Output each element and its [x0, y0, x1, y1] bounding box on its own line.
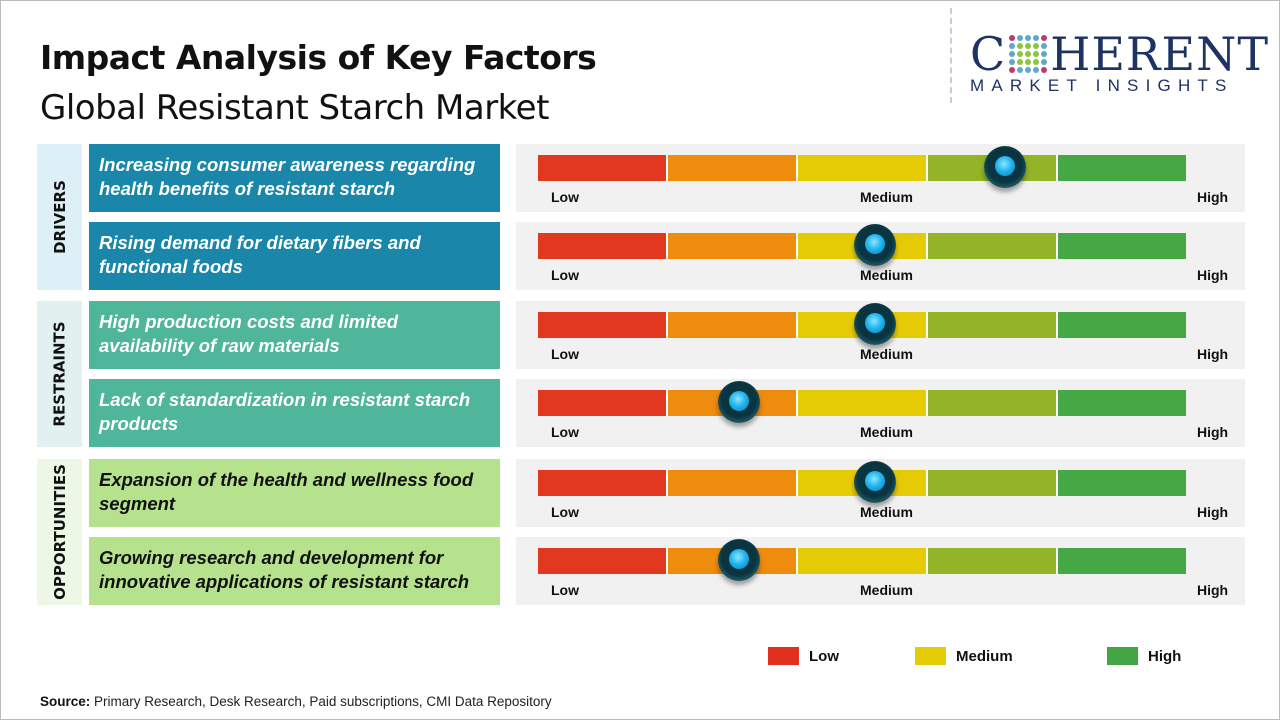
impact-gauge: Low Medium High — [516, 301, 1245, 369]
gauge-segment — [928, 390, 1058, 416]
gauge-label-medium: Medium — [860, 582, 913, 598]
gauge-segment — [928, 312, 1058, 338]
logo-subtext: MARKET INSIGHTS — [970, 76, 1234, 95]
gauge-label-low: Low — [551, 504, 579, 520]
gauge-label-high: High — [1197, 504, 1229, 520]
page-subtitle: Global Resistant Starch Market — [40, 88, 549, 128]
legend-high: High — [1107, 647, 1181, 665]
gauge-label-high: High — [1197, 346, 1229, 362]
gauge-bar — [538, 548, 1186, 574]
gauge-label-medium: Medium — [860, 267, 913, 283]
gauge-indicator-knob-icon — [853, 224, 896, 266]
gauge-segment — [928, 548, 1058, 574]
gauge-segment — [538, 233, 668, 259]
factor-box: Expansion of the health and wellness foo… — [89, 459, 500, 527]
gauge-segment — [538, 312, 668, 338]
impact-gauge: Low Medium High — [516, 459, 1245, 527]
factor-box: Growing research and development for inn… — [89, 537, 500, 605]
gauge-indicator-knob-icon — [717, 539, 760, 581]
gauge-segment — [538, 548, 668, 574]
gauge-segment — [668, 155, 798, 181]
gauge-label-medium: Medium — [860, 424, 913, 440]
section-label-text: DRIVERS — [50, 180, 69, 254]
gauge-label-high: High — [1197, 582, 1229, 598]
gauge-indicator-knob-icon — [853, 461, 896, 503]
gauge-segment — [1058, 390, 1186, 416]
legend-swatch-medium — [915, 647, 946, 665]
legend-label: Medium — [956, 647, 1013, 665]
impact-gauge: Low Medium High — [516, 537, 1245, 605]
factor-box: Lack of standardization in resistant sta… — [89, 379, 500, 447]
legend-label: Low — [809, 647, 839, 665]
gauge-label-high: High — [1197, 267, 1229, 283]
gauge-bar — [538, 155, 1186, 181]
gauge-segment — [928, 233, 1058, 259]
factor-box: Rising demand for dietary fibers and fun… — [89, 222, 500, 290]
gauge-indicator-knob-icon — [853, 303, 896, 345]
company-logo: C HERENT MARKET INSIGHTS — [970, 27, 1268, 96]
gauge-segment — [668, 470, 798, 496]
legend-medium: Medium — [915, 647, 1013, 665]
legend-swatch-high — [1107, 647, 1138, 665]
gauge-bar — [538, 390, 1186, 416]
page-title: Impact Analysis of Key Factors — [40, 38, 597, 77]
legend-low: Low — [768, 647, 839, 665]
section-label-restraints: RESTRAINTS — [37, 301, 82, 447]
section-label-text: RESTRAINTS — [50, 321, 69, 427]
gauge-segment — [928, 470, 1058, 496]
gauge-segment — [668, 312, 798, 338]
legend-label: High — [1148, 647, 1182, 665]
gauge-segment — [798, 548, 928, 574]
gauge-segment — [538, 155, 668, 181]
gauge-segment — [798, 155, 928, 181]
impact-gauge: Low Medium High — [516, 144, 1245, 212]
section-label-opportunities: OPPORTUNITIES — [37, 459, 82, 605]
legend-swatch-low — [768, 647, 799, 665]
gauge-indicator-knob-icon — [983, 146, 1026, 188]
gauge-segment — [798, 390, 928, 416]
gauge-segment — [538, 390, 668, 416]
gauge-segment — [1058, 470, 1186, 496]
factor-box: High production costs and limited availa… — [89, 301, 500, 369]
gauge-label-medium: Medium — [860, 189, 913, 205]
divider — [950, 8, 952, 103]
gauge-indicator-knob-icon — [717, 381, 760, 423]
gauge-segment — [538, 470, 668, 496]
impact-gauge: Low Medium High — [516, 379, 1245, 447]
source-note: Source: Primary Research, Desk Research,… — [40, 694, 552, 709]
gauge-segment — [668, 233, 798, 259]
section-label-drivers: DRIVERS — [37, 144, 82, 290]
source-label: Source: — [40, 694, 91, 709]
gauge-label-low: Low — [551, 424, 579, 440]
factor-box: Increasing consumer awareness regarding … — [89, 144, 500, 212]
gauge-label-low: Low — [551, 267, 579, 283]
impact-gauge: Low Medium High — [516, 222, 1245, 290]
gauge-label-low: Low — [551, 346, 579, 362]
gauge-segment — [1058, 548, 1186, 574]
section-label-text: OPPORTUNITIES — [50, 464, 69, 600]
gauge-label-low: Low — [551, 189, 579, 205]
gauge-label-low: Low — [551, 582, 579, 598]
logo-text-c: C — [970, 27, 1007, 81]
gauge-label-high: High — [1197, 189, 1229, 205]
gauge-segment — [1058, 312, 1186, 338]
source-text: Primary Research, Desk Research, Paid su… — [90, 694, 552, 709]
gauge-segment — [1058, 233, 1186, 259]
gauge-label-medium: Medium — [860, 504, 913, 520]
logo-text-herent: HERENT — [1050, 27, 1270, 81]
gauge-label-high: High — [1197, 424, 1229, 440]
gauge-bar — [538, 470, 1186, 496]
gauge-label-medium: Medium — [860, 346, 913, 362]
globe-icon — [1009, 35, 1048, 73]
gauge-segment — [1058, 155, 1186, 181]
